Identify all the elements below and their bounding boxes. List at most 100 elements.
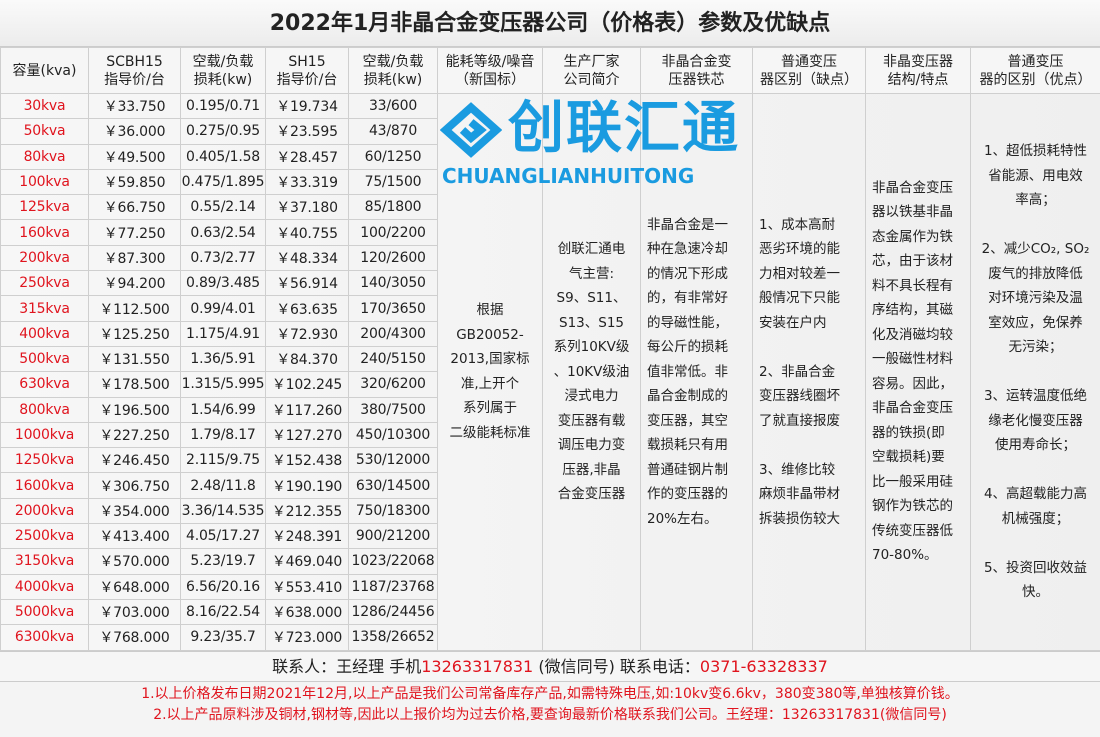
cell-sh15-loss: 1358/26652 xyxy=(349,625,438,650)
disadvantages-text: 1、成本高耐 恶劣环境的能 力相对较差一 般情况下只能 安装在户内 2、非晶合金… xyxy=(753,94,866,651)
manufacturer-text: 创联汇通电 气主营: S9、S11、 S13、S15 系列10KV级 、10KV… xyxy=(543,94,641,651)
cell-scbh15-price: ￥648.000 xyxy=(89,574,181,599)
cell-scbh15-price: ￥768.000 xyxy=(89,625,181,650)
cell-sh15-loss: 750/18300 xyxy=(349,498,438,523)
cell-capacity: 160kva xyxy=(1,220,89,245)
cell-sh15-price: ￥72.930 xyxy=(266,321,349,346)
cell-scbh15-loss: 0.99/4.01 xyxy=(181,296,266,321)
cell-capacity: 400kva xyxy=(1,321,89,346)
cell-scbh15-price: ￥49.500 xyxy=(89,144,181,169)
cell-scbh15-price: ￥413.400 xyxy=(89,524,181,549)
cell-capacity: 1000kva xyxy=(1,422,89,447)
cell-sh15-loss: 33/600 xyxy=(349,94,438,119)
cell-capacity: 2500kva xyxy=(1,524,89,549)
cell-scbh15-price: ￥178.500 xyxy=(89,372,181,397)
cell-sh15-loss: 240/5150 xyxy=(349,346,438,371)
cell-scbh15-loss: 0.63/2.54 xyxy=(181,220,266,245)
cell-sh15-loss: 170/3650 xyxy=(349,296,438,321)
cell-capacity: 2000kva xyxy=(1,498,89,523)
cell-scbh15-loss: 0.73/2.77 xyxy=(181,245,266,270)
cell-sh15-loss: 120/2600 xyxy=(349,245,438,270)
cell-sh15-loss: 1187/23768 xyxy=(349,574,438,599)
cell-capacity: 5000kva xyxy=(1,599,89,624)
cell-scbh15-loss: 0.475/1.895 xyxy=(181,169,266,194)
header-scbh15-loss: 空载/负载 损耗(kw) xyxy=(181,48,266,94)
cell-capacity: 100kva xyxy=(1,169,89,194)
cell-scbh15-loss: 9.23/35.7 xyxy=(181,625,266,650)
cell-scbh15-price: ￥112.500 xyxy=(89,296,181,321)
cell-scbh15-price: ￥33.750 xyxy=(89,94,181,119)
cell-sh15-price: ￥19.734 xyxy=(266,94,349,119)
cell-capacity: 6300kva xyxy=(1,625,89,650)
cell-scbh15-loss: 1.36/5.91 xyxy=(181,346,266,371)
header-advantages: 普通变压 器的区别（优点） xyxy=(971,48,1100,94)
cell-scbh15-price: ￥570.000 xyxy=(89,549,181,574)
cell-scbh15-loss: 0.275/0.95 xyxy=(181,119,266,144)
cell-sh15-loss: 85/1800 xyxy=(349,195,438,220)
cell-capacity: 125kva xyxy=(1,195,89,220)
cell-capacity: 800kva xyxy=(1,397,89,422)
notes: 1.以上价格发布日期2021年12月,以上产品是我们公司常备库存产品,如需特殊电… xyxy=(0,681,1100,737)
cell-scbh15-price: ￥125.250 xyxy=(89,321,181,346)
cell-sh15-price: ￥48.334 xyxy=(266,245,349,270)
cell-scbh15-price: ￥59.850 xyxy=(89,169,181,194)
cell-scbh15-price: ￥77.250 xyxy=(89,220,181,245)
cell-scbh15-price: ￥227.250 xyxy=(89,422,181,447)
cell-sh15-price: ￥723.000 xyxy=(266,625,349,650)
cell-sh15-price: ￥33.319 xyxy=(266,169,349,194)
cell-scbh15-loss: 0.89/3.485 xyxy=(181,271,266,296)
cell-scbh15-price: ￥66.750 xyxy=(89,195,181,220)
cell-capacity: 200kva xyxy=(1,245,89,270)
energy-grade-text: 根据 GB20052- 2013,国家标 准,上开个 系列属于 二级能耗标准 xyxy=(438,94,543,651)
header-amorphous-core: 非晶合金变 压器铁芯 xyxy=(641,48,753,94)
cell-scbh15-loss: 1.175/4.91 xyxy=(181,321,266,346)
cell-scbh15-price: ￥131.550 xyxy=(89,346,181,371)
header-scbh15-price: SCBH15 指导价/台 xyxy=(89,48,181,94)
header-disadvantages: 普通变压 器区别（缺点） xyxy=(753,48,866,94)
cell-scbh15-loss: 4.05/17.27 xyxy=(181,524,266,549)
contact-mobile: 13263317831 xyxy=(421,657,533,676)
contact-wechat-label: (微信同号) 联系电话： xyxy=(533,657,700,676)
note-2: 2.以上产品原料涉及铜材,钢材等,因此以上报价均为过去价格,要查询最新价格联系我… xyxy=(0,705,1100,726)
amorphous-core-text: 非晶合金是一 种在急速冷却 的情况下形成 的，有非常好 的导磁性能， 每公斤的损… xyxy=(641,94,753,651)
header-energy-grade: 能耗等级/噪音 （新国标） xyxy=(438,48,543,94)
contact-bar: 联系人：王经理 手机13263317831 (微信同号) 联系电话：0371-6… xyxy=(0,651,1100,681)
header-row: 容量(kva) SCBH15 指导价/台 空载/负载 损耗(kw) SH15 指… xyxy=(1,48,1100,94)
cell-capacity: 3150kva xyxy=(1,549,89,574)
cell-scbh15-loss: 1.54/6.99 xyxy=(181,397,266,422)
cell-sh15-price: ￥28.457 xyxy=(266,144,349,169)
cell-scbh15-price: ￥306.750 xyxy=(89,473,181,498)
cell-scbh15-price: ￥36.000 xyxy=(89,119,181,144)
cell-sh15-price: ￥190.190 xyxy=(266,473,349,498)
cell-sh15-loss: 100/2200 xyxy=(349,220,438,245)
cell-sh15-price: ￥37.180 xyxy=(266,195,349,220)
cell-sh15-loss: 630/14500 xyxy=(349,473,438,498)
cell-scbh15-price: ￥94.200 xyxy=(89,271,181,296)
header-structure: 非晶变压器 结构/特点 xyxy=(866,48,971,94)
header-sh15-loss: 空载/负载 损耗(kw) xyxy=(349,48,438,94)
cell-sh15-loss: 380/7500 xyxy=(349,397,438,422)
cell-scbh15-loss: 1.315/5.995 xyxy=(181,372,266,397)
cell-sh15-loss: 1023/22068 xyxy=(349,549,438,574)
header-capacity: 容量(kva) xyxy=(1,48,89,94)
cell-capacity: 630kva xyxy=(1,372,89,397)
cell-sh15-loss: 75/1500 xyxy=(349,169,438,194)
cell-sh15-price: ￥638.000 xyxy=(266,599,349,624)
cell-sh15-loss: 43/870 xyxy=(349,119,438,144)
page-title: 2022年1月非晶合金变压器公司（价格表）参数及优缺点 xyxy=(0,0,1100,47)
cell-scbh15-price: ￥703.000 xyxy=(89,599,181,624)
cell-sh15-loss: 60/1250 xyxy=(349,144,438,169)
cell-capacity: 1600kva xyxy=(1,473,89,498)
header-manufacturer: 生产厂家 公司简介 xyxy=(543,48,641,94)
cell-scbh15-loss: 3.36/14.535 xyxy=(181,498,266,523)
cell-scbh15-loss: 5.23/19.7 xyxy=(181,549,266,574)
cell-sh15-price: ￥212.355 xyxy=(266,498,349,523)
cell-sh15-loss: 200/4300 xyxy=(349,321,438,346)
structure-text: 非晶合金变压 器以铁基非晶 态金属作为铁 芯，由于该材 料不具长程有 序结构，其… xyxy=(866,94,971,651)
cell-scbh15-loss: 0.405/1.58 xyxy=(181,144,266,169)
cell-sh15-loss: 1286/24456 xyxy=(349,599,438,624)
cell-sh15-price: ￥117.260 xyxy=(266,397,349,422)
cell-sh15-price: ￥553.410 xyxy=(266,574,349,599)
note-1: 1.以上价格发布日期2021年12月,以上产品是我们公司常备库存产品,如需特殊电… xyxy=(0,684,1100,705)
